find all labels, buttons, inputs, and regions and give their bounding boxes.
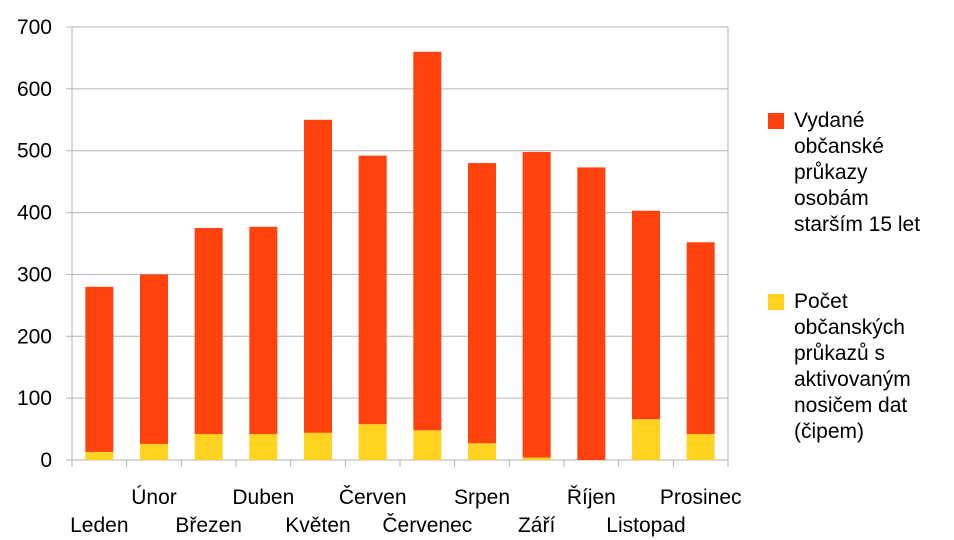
x-category-label: Únor bbox=[131, 486, 177, 509]
bars bbox=[85, 51, 715, 460]
y-tick-label: 500 bbox=[17, 140, 52, 163]
bar-chip bbox=[249, 434, 278, 460]
bar-chip bbox=[522, 457, 551, 460]
y-tick-label: 300 bbox=[17, 263, 52, 286]
bar-issued bbox=[85, 286, 114, 452]
bar-issued bbox=[140, 274, 168, 444]
legend-label-issued: Vydané občanské průkazy osobám starším 1… bbox=[794, 108, 954, 238]
legend-line: občanských bbox=[794, 316, 905, 339]
bar-chip bbox=[85, 451, 114, 460]
x-category-label: Červen bbox=[339, 486, 407, 509]
y-tick-label: 100 bbox=[17, 387, 52, 410]
x-category-label: Prosinec bbox=[660, 486, 742, 509]
legend-line: Počet bbox=[794, 290, 848, 313]
bar-issued bbox=[358, 155, 387, 425]
gridlines bbox=[66, 26, 728, 461]
axes bbox=[71, 27, 729, 467]
legend-line: průkazů s bbox=[794, 342, 886, 365]
y-tick-label: 400 bbox=[17, 202, 52, 225]
x-category-label: Listopad bbox=[606, 514, 685, 537]
x-category-label: Červenec bbox=[382, 514, 472, 537]
y-axis-labels: 0 100 200 300 400 500 600 700 bbox=[17, 16, 52, 472]
bar-chip bbox=[304, 432, 332, 460]
bar-issued bbox=[304, 119, 332, 433]
legend-line: nosičem dat bbox=[794, 394, 908, 417]
legend-line: Vydané bbox=[794, 109, 865, 132]
legend-line: průkazy bbox=[794, 161, 868, 184]
legend: Vydané občanské průkazy osobám starším 1… bbox=[768, 108, 954, 496]
legend-swatch-issued bbox=[768, 113, 784, 129]
bar-issued bbox=[522, 151, 551, 458]
bar-issued bbox=[194, 228, 223, 435]
bar-chip bbox=[358, 424, 387, 460]
x-category-label: Srpen bbox=[454, 486, 510, 509]
legend-line: (čipem) bbox=[794, 420, 865, 443]
bar-issued bbox=[413, 51, 442, 431]
bar-chip bbox=[632, 419, 660, 460]
legend-line: občanské bbox=[794, 135, 884, 158]
bar-chip bbox=[140, 443, 168, 460]
x-category-label: Duben bbox=[232, 486, 294, 509]
y-tick-label: 200 bbox=[17, 325, 52, 348]
legend-line: aktivovaným bbox=[794, 368, 911, 391]
y-tick-label: 0 bbox=[40, 449, 52, 472]
bar-issued bbox=[249, 226, 278, 435]
x-category-label: Říjen bbox=[567, 486, 616, 509]
bar-issued bbox=[468, 163, 496, 444]
legend-line: osobám bbox=[794, 187, 869, 210]
y-tick-label: 600 bbox=[17, 78, 52, 101]
bar-chip bbox=[413, 430, 442, 460]
bar-issued bbox=[686, 242, 715, 435]
bar-chip bbox=[686, 434, 715, 460]
legend-item-issued: Vydané občanské průkazy osobám starším 1… bbox=[768, 108, 954, 238]
x-category-label: Květen bbox=[285, 514, 350, 537]
x-category-label: Leden bbox=[70, 514, 128, 537]
bar-chip bbox=[468, 443, 496, 460]
y-tick-label: 700 bbox=[17, 16, 52, 39]
x-category-label: Září bbox=[518, 514, 556, 537]
x-category-label: Březen bbox=[175, 514, 242, 537]
bar-issued bbox=[632, 210, 660, 420]
bar-issued bbox=[577, 167, 606, 460]
legend-item-chip: Počet občanských průkazů s aktivovaným n… bbox=[768, 289, 954, 445]
legend-label-chip: Počet občanských průkazů s aktivovaným n… bbox=[794, 289, 954, 445]
legend-swatch-chip bbox=[768, 294, 784, 310]
legend-line: starším 15 let bbox=[794, 213, 921, 236]
bar-chip bbox=[194, 434, 223, 460]
